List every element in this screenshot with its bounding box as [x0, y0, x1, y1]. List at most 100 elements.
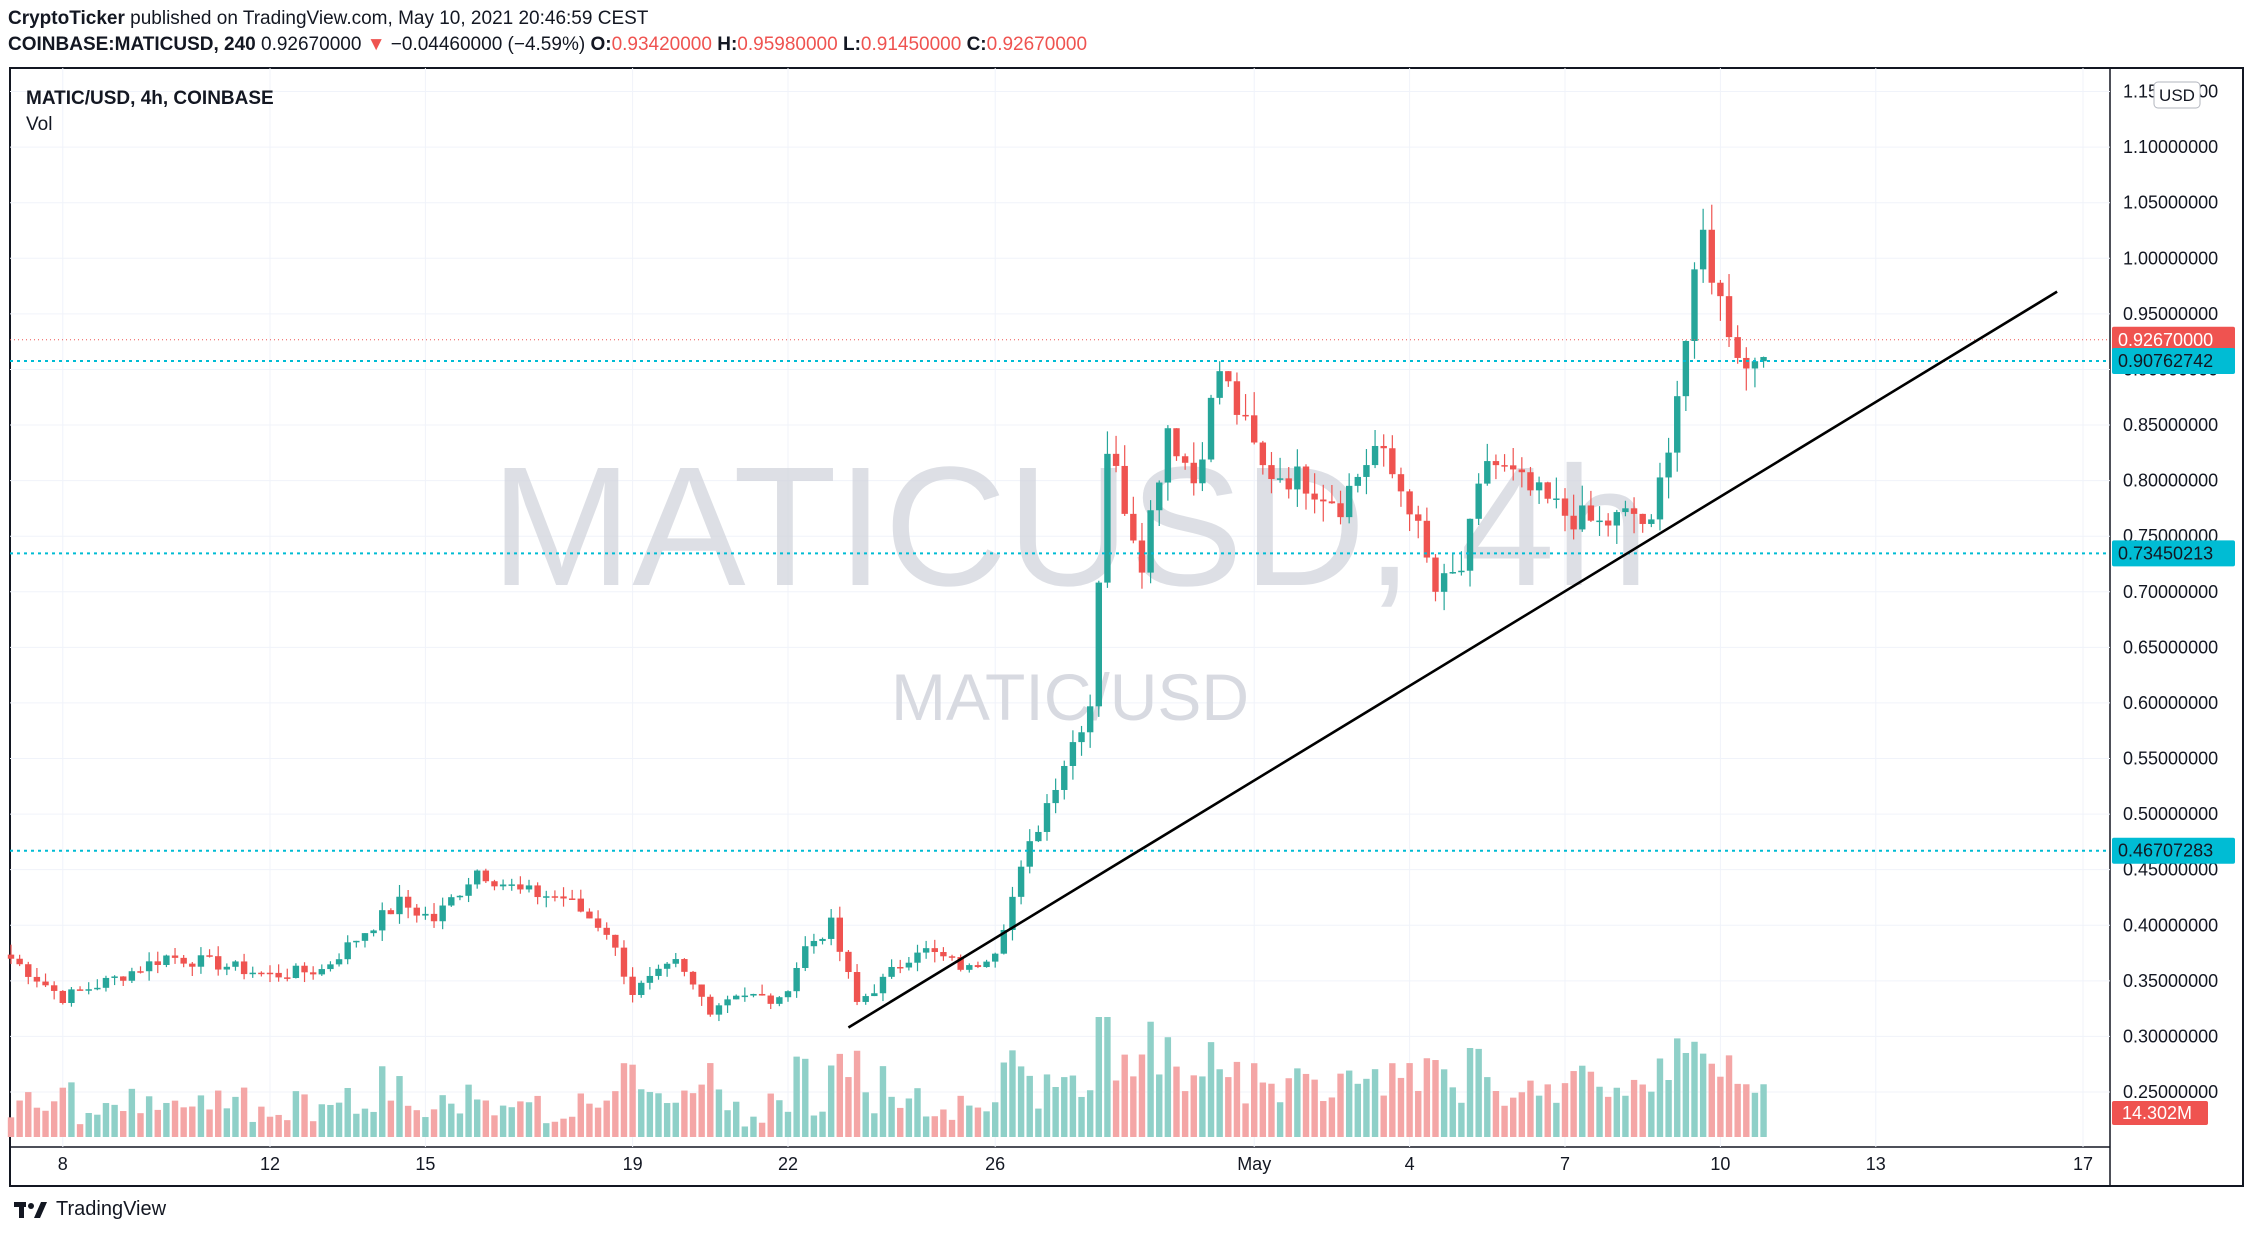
- price-tick-label: 0.35000000: [2123, 971, 2218, 991]
- candle-body: [750, 993, 757, 996]
- candle-body: [620, 947, 628, 977]
- candle-body: [1181, 456, 1189, 463]
- candle-body: [128, 971, 136, 981]
- candle-body: [1622, 508, 1629, 513]
- volume-bar: [1302, 1073, 1310, 1137]
- candle-body: [931, 948, 938, 953]
- candle-body: [776, 997, 783, 1004]
- volume-bar: [33, 1107, 41, 1137]
- candle-body: [404, 896, 412, 908]
- volume-bar: [499, 1105, 507, 1137]
- candle-body: [284, 977, 291, 979]
- candle-body: [1458, 570, 1465, 573]
- publisher-name[interactable]: CryptoTicker: [8, 8, 125, 29]
- volume-bar: [128, 1088, 136, 1137]
- volume-bar: [1639, 1084, 1646, 1137]
- published-text: published on TradingView.com, May 10, 20…: [130, 8, 649, 29]
- time-tick-label: 12: [260, 1154, 280, 1174]
- candle-body: [1017, 866, 1025, 897]
- volume-bar: [1648, 1091, 1655, 1137]
- candle-body: [1086, 706, 1094, 733]
- volume-bar: [543, 1123, 550, 1137]
- volume-bar: [715, 1089, 723, 1137]
- candle-body: [568, 898, 576, 900]
- volume-bar: [120, 1111, 127, 1137]
- volume-bar: [180, 1107, 187, 1137]
- candle-body: [819, 938, 826, 941]
- candle-body: [707, 996, 714, 1015]
- chart-header: CryptoTicker published on TradingView.co…: [8, 6, 1608, 58]
- volume-bar: [551, 1121, 559, 1137]
- volume-bar: [655, 1093, 662, 1137]
- volume-bar: [810, 1115, 818, 1137]
- candle-body: [629, 976, 636, 995]
- candle-body: [102, 977, 110, 988]
- candle-body: [1190, 462, 1197, 484]
- volume-bar: [482, 1100, 490, 1137]
- volume-bar: [370, 1111, 377, 1137]
- tradingview-logo[interactable]: TradingView: [14, 1198, 166, 1221]
- candle-body: [1691, 269, 1698, 342]
- legend-title: MATIC/USD, 4h, COINBASE: [26, 88, 274, 109]
- candle-body: [94, 987, 101, 990]
- volume-bar: [335, 1102, 343, 1137]
- volume-bar: [309, 1121, 317, 1137]
- volume-bar: [992, 1102, 999, 1137]
- candle-body: [1320, 499, 1327, 502]
- candle-body: [1035, 831, 1042, 842]
- candle-body: [1302, 466, 1310, 494]
- price-tick-label: 0.65000000: [2123, 637, 2218, 657]
- candle-body: [1665, 452, 1672, 478]
- volume-bar: [111, 1104, 118, 1137]
- volume-bar: [1354, 1083, 1361, 1137]
- candle-body: [379, 910, 386, 931]
- candle-body: [154, 961, 161, 965]
- volume-bar: [1492, 1091, 1500, 1137]
- volume-bar: [707, 1063, 714, 1137]
- volume-bar: [1622, 1095, 1629, 1137]
- trendline-group[interactable]: [847, 290, 2058, 1029]
- volume-bar: [396, 1076, 403, 1137]
- time-axis[interactable]: 8 12 15 19 22 26 May 4 7 10 13 17: [58, 1154, 2093, 1174]
- time-tick-label: 4: [1405, 1154, 1415, 1174]
- candle-body: [534, 885, 541, 898]
- volume-bar: [1121, 1054, 1128, 1137]
- candle-body: [672, 959, 679, 964]
- candle-body: [1656, 477, 1664, 520]
- volume-bar: [439, 1095, 446, 1137]
- candle-body: [309, 972, 317, 975]
- candle-body: [1285, 478, 1292, 490]
- candle-body: [85, 989, 92, 991]
- volume-bar: [76, 1124, 84, 1137]
- candle-body: [1164, 428, 1172, 483]
- currency-badge[interactable]: USD: [2153, 81, 2201, 109]
- volume-bar: [25, 1092, 32, 1137]
- candle-body: [1449, 572, 1456, 574]
- candle-body: [145, 961, 153, 972]
- volume-bar: [784, 1111, 792, 1137]
- volume-bar: [1251, 1063, 1258, 1137]
- candle-body: [292, 965, 300, 978]
- volume-bar: [1760, 1084, 1767, 1137]
- price-axis[interactable]: 1.150000001.100000001.050000001.00000000…: [2123, 82, 2218, 1102]
- candle-body: [1604, 520, 1612, 526]
- volume-bar: [629, 1064, 636, 1137]
- candle-body: [42, 981, 49, 986]
- volume-bar: [1570, 1071, 1577, 1137]
- candle-body: [836, 917, 843, 952]
- volume-bar: [456, 1113, 464, 1137]
- volume-bar: [517, 1101, 524, 1137]
- candle-body: [845, 951, 852, 973]
- candle-body: [1242, 414, 1249, 417]
- candle-body: [456, 895, 464, 898]
- volume-bar: [1544, 1084, 1551, 1137]
- volume-bar: [948, 1119, 956, 1137]
- candle-body: [948, 956, 956, 958]
- volume-bar: [914, 1088, 921, 1137]
- volume-bar: [1717, 1076, 1724, 1137]
- candle-body: [810, 940, 818, 947]
- volume-bar: [1501, 1105, 1508, 1137]
- volume-bar: [1691, 1041, 1698, 1137]
- candle-body: [1432, 557, 1439, 592]
